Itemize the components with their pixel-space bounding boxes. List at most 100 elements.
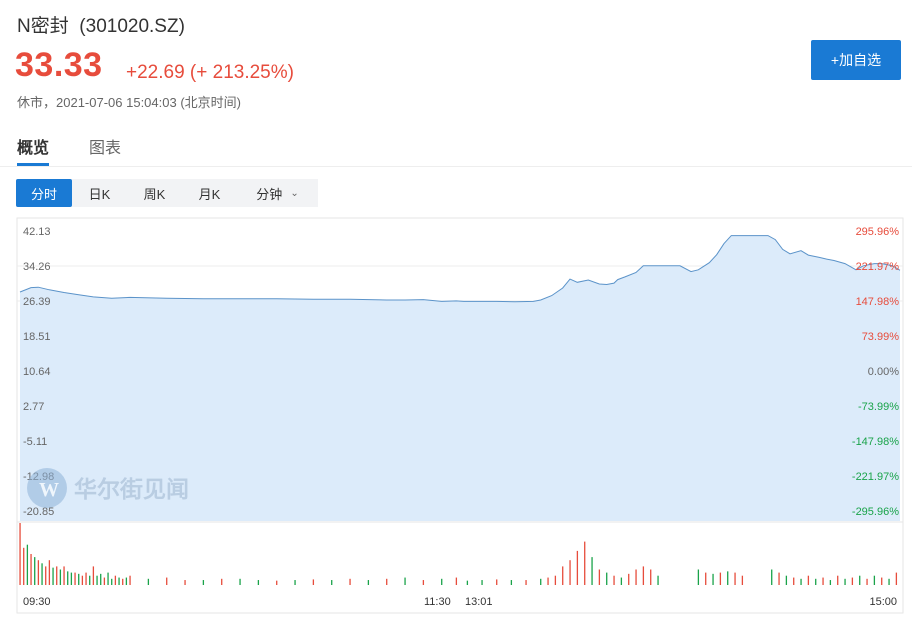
volume-bar xyxy=(635,569,637,585)
volume-bar xyxy=(48,560,51,585)
volume-bar xyxy=(34,557,36,585)
volume-bar xyxy=(100,573,102,585)
volume-bar xyxy=(239,578,241,585)
chevron-down-icon: ⌄ xyxy=(290,187,299,199)
volume-bar xyxy=(41,563,43,585)
volume-bar xyxy=(386,578,388,585)
y-tick-right: 221.97% xyxy=(856,261,900,273)
period-minute[interactable]: 分钟 ⌄ xyxy=(237,179,318,207)
period-intraday[interactable]: 分时 xyxy=(16,179,72,207)
volume-bar xyxy=(800,578,802,585)
volume-bar xyxy=(118,577,120,585)
y-tick-right: 73.99% xyxy=(862,331,900,343)
period-weekly[interactable]: 周K xyxy=(143,186,166,202)
volume-bar xyxy=(257,580,260,585)
volume-bar xyxy=(591,557,593,585)
volume-bar xyxy=(705,572,707,585)
volume-bar xyxy=(719,572,722,585)
volume-bar xyxy=(547,577,549,585)
volume-bar xyxy=(111,578,113,585)
period-minute-label: 分钟 xyxy=(256,186,283,202)
volume-bar xyxy=(712,573,714,585)
volume-bar xyxy=(844,578,846,585)
volume-bar xyxy=(793,577,795,585)
stock-name: N密封 (301020.SZ) xyxy=(17,11,185,38)
y-tick-right: -147.98% xyxy=(852,436,899,448)
volume-bar xyxy=(598,569,601,585)
tab-chart[interactable]: 图表 xyxy=(89,140,122,157)
market-status: 休市，2021-07-06 15:04:03 (北京时间) xyxy=(17,95,241,110)
volume-bar xyxy=(147,578,150,585)
price-change: +22.69 (+ 213.25%) xyxy=(126,62,294,83)
volume-bar xyxy=(89,575,91,585)
volume-bar xyxy=(525,580,527,585)
volume-bar xyxy=(829,580,832,585)
volume-bar xyxy=(92,566,95,585)
volume-bar xyxy=(734,572,736,585)
period-daily[interactable]: 日K xyxy=(88,186,111,202)
volume-bar xyxy=(851,577,854,585)
watermark-text: 华尔街见闻 xyxy=(74,476,189,503)
price-line xyxy=(19,235,901,303)
volume-bar xyxy=(96,575,98,585)
x-tick: 09:30 xyxy=(23,596,51,608)
volume-bar xyxy=(727,571,729,585)
volume-bar xyxy=(404,577,406,585)
tab-overview[interactable]: 概览 xyxy=(17,140,50,157)
y-tick-left: -5.11 xyxy=(23,436,47,448)
volume-bar xyxy=(866,578,868,585)
volume-bar xyxy=(30,554,32,585)
y-tick-right: 147.98% xyxy=(856,296,900,308)
period-monthly[interactable]: 月K xyxy=(198,186,221,202)
volume-bar xyxy=(642,566,645,585)
volume-bar xyxy=(441,578,443,585)
y-tick-left: 10.64 xyxy=(23,366,51,378)
volume-bar xyxy=(107,572,109,585)
y-tick-right: -295.96% xyxy=(852,506,899,518)
volume-bar xyxy=(67,571,69,585)
volume-bar xyxy=(620,577,623,585)
volume-bar xyxy=(276,580,278,585)
volume-bar xyxy=(807,575,810,585)
volume-bar xyxy=(59,569,62,585)
volume-bar xyxy=(166,577,168,585)
volume-bars xyxy=(19,523,898,585)
volume-bar xyxy=(422,580,425,585)
volume-bar xyxy=(837,575,839,585)
volume-bar xyxy=(202,580,205,585)
volume-bar xyxy=(510,580,513,585)
volume-bar xyxy=(312,579,315,585)
volume-bar xyxy=(26,544,29,585)
volume-bar xyxy=(85,572,87,585)
volume-bar xyxy=(23,547,25,585)
volume-bar xyxy=(859,575,861,585)
volume-bar xyxy=(184,580,186,585)
stock-title: N密封 xyxy=(17,16,69,37)
x-tick: 15:00 xyxy=(869,596,897,608)
y-tick-left: -20.85 xyxy=(23,506,54,518)
volume-bar xyxy=(650,569,652,585)
x-tick: 11:30 xyxy=(424,596,451,608)
y-tick-left: 26.39 xyxy=(23,296,51,308)
volume-bar xyxy=(367,580,370,585)
volume-bar xyxy=(129,575,131,585)
volume-bar xyxy=(349,578,351,585)
active-tab-indicator xyxy=(17,163,49,166)
volume-bar xyxy=(125,577,128,585)
y-tick-right: -221.97% xyxy=(852,471,899,483)
volume-bar xyxy=(74,572,76,585)
volume-bar xyxy=(114,575,117,585)
volume-bar xyxy=(221,578,223,585)
y-tick-left: 34.26 xyxy=(23,261,51,273)
volume-bar xyxy=(606,572,608,585)
add-watchlist-button[interactable]: +加自选 xyxy=(811,40,901,80)
last-price: 33.33 xyxy=(15,46,103,84)
stock-code: (301020.SZ) xyxy=(79,16,185,37)
volume-bar xyxy=(628,573,630,585)
volume-bar xyxy=(888,578,890,585)
volume-bar xyxy=(613,575,615,585)
volume-bar xyxy=(481,580,483,585)
volume-bar xyxy=(496,579,498,585)
watermark-logo-icon xyxy=(27,468,67,508)
